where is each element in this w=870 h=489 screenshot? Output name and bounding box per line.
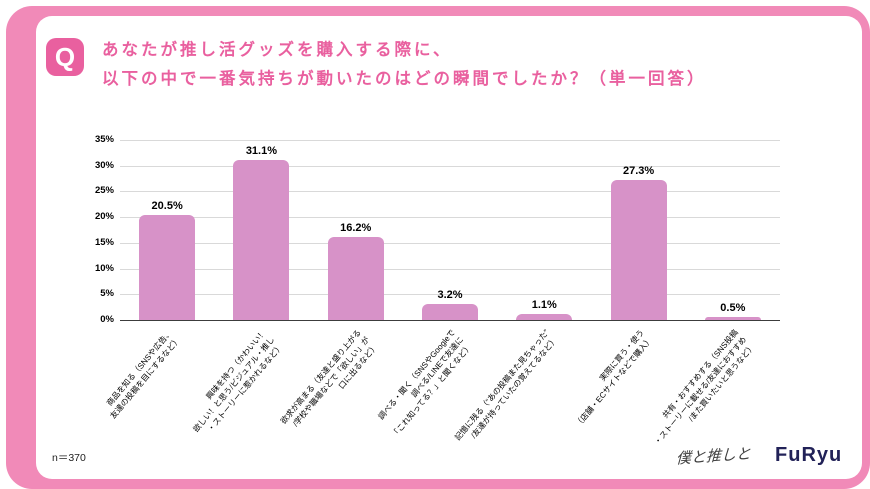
bar [704, 317, 761, 320]
gridline [120, 140, 780, 141]
gridline [120, 217, 780, 219]
bar-value-label: 31.1% [245, 145, 278, 158]
plot-area: 20.5% 31.1% 16.2% 3.2% 1.1% 27.3% 0.5% [120, 140, 780, 321]
bar-value-label: 20.5% [151, 199, 183, 212]
y-axis-tick-label: 10% [94, 262, 114, 274]
bar-value-label: 16.2% [340, 221, 372, 234]
bar-value-label: 3.2% [437, 288, 463, 301]
y-axis-tick-label: 25% [94, 185, 114, 197]
gridline [120, 268, 780, 270]
sample-size-note: n＝370 [52, 452, 86, 464]
question-badge: Q [46, 38, 84, 76]
furyu-logo: FuRyu [775, 444, 843, 466]
y-axis-tick-label: 5% [100, 288, 114, 300]
gridline [120, 191, 780, 193]
bar-value-label: 27.3% [622, 164, 655, 177]
bar [516, 314, 573, 320]
bar [139, 214, 196, 320]
bar [327, 236, 384, 320]
y-axis-tick-label: 30% [94, 159, 114, 171]
question-title-line2: 以下の中で一番気持ちが動いたのはどの瞬間でしたか？（単一回答） [102, 69, 707, 88]
boku-to-oshi-to-logo: 僕と推しと [675, 444, 752, 468]
gridline [120, 165, 780, 167]
bar [610, 179, 667, 320]
gridline [120, 242, 780, 244]
bar-value-label: 1.1% [531, 299, 557, 312]
y-axis-tick-label: 35% [94, 134, 114, 145]
question-title: あなたが推し活グッズを購入する際に、 以下の中で一番気持ちが動いたのはどの瞬間で… [102, 36, 707, 94]
gridline [120, 294, 780, 296]
y-axis-tick-label: 15% [94, 236, 114, 248]
question-header: Q あなたが推し活グッズを購入する際に、 以下の中で一番気持ちが動いたのはどの瞬… [46, 38, 707, 94]
brand-area: 僕と推しと FuRyu [675, 444, 843, 468]
y-axis-tick-label: 0% [100, 314, 114, 325]
question-title-line1: あなたが推し活グッズを購入する際に、 [102, 41, 453, 59]
bar-chart: 20.5% 31.1% 16.2% 3.2% 1.1% 27.3% 0.5% 0% 5% 10%… [88, 126, 812, 471]
y-axis-tick-label: 20% [94, 211, 114, 223]
bar [233, 160, 290, 320]
bar-value-label: 0.5% [720, 302, 746, 315]
bar [422, 303, 478, 320]
